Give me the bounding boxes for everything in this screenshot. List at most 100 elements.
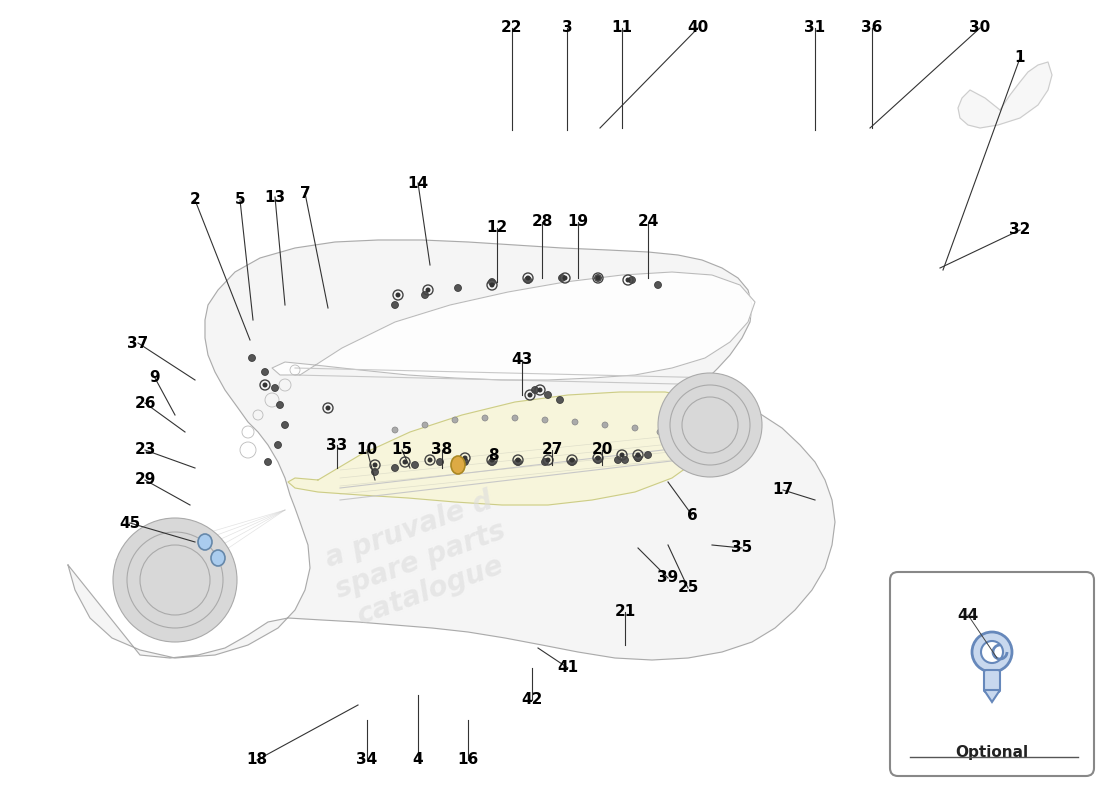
Circle shape — [544, 391, 551, 398]
Circle shape — [512, 415, 518, 421]
Circle shape — [615, 457, 622, 463]
Text: 34: 34 — [356, 753, 377, 767]
Polygon shape — [958, 62, 1052, 128]
Text: 20: 20 — [592, 442, 613, 458]
Text: 42: 42 — [521, 693, 542, 707]
Text: 30: 30 — [969, 21, 991, 35]
Text: 43: 43 — [512, 353, 532, 367]
Circle shape — [562, 275, 568, 281]
Text: 36: 36 — [861, 21, 882, 35]
FancyBboxPatch shape — [984, 670, 1000, 692]
Circle shape — [572, 419, 578, 425]
Text: 23: 23 — [134, 442, 156, 458]
Circle shape — [594, 274, 602, 282]
Circle shape — [421, 291, 429, 298]
Circle shape — [626, 278, 630, 282]
Circle shape — [602, 422, 608, 428]
Text: 37: 37 — [128, 335, 148, 350]
Text: 29: 29 — [134, 473, 156, 487]
Ellipse shape — [451, 456, 465, 474]
Text: 27: 27 — [541, 442, 563, 458]
Circle shape — [541, 458, 549, 466]
Text: 6: 6 — [686, 507, 697, 522]
Circle shape — [635, 454, 641, 462]
Circle shape — [264, 458, 272, 466]
FancyBboxPatch shape — [890, 572, 1094, 776]
Text: 11: 11 — [612, 21, 632, 35]
Text: 39: 39 — [658, 570, 679, 586]
Circle shape — [632, 425, 638, 431]
Circle shape — [538, 387, 542, 393]
Text: 22: 22 — [502, 21, 522, 35]
Circle shape — [392, 427, 398, 433]
Circle shape — [645, 451, 651, 458]
Circle shape — [282, 422, 288, 429]
Text: 18: 18 — [246, 753, 267, 767]
Circle shape — [275, 442, 282, 449]
Text: 13: 13 — [264, 190, 286, 205]
Text: 25: 25 — [678, 581, 698, 595]
Circle shape — [559, 274, 565, 282]
Text: a pruvale d
spare parts
catalogue: a pruvale d spare parts catalogue — [320, 486, 520, 634]
Circle shape — [403, 459, 407, 465]
Circle shape — [654, 282, 661, 289]
Circle shape — [570, 458, 574, 462]
Circle shape — [515, 458, 521, 466]
Text: 14: 14 — [407, 175, 429, 190]
Circle shape — [113, 518, 236, 642]
Ellipse shape — [211, 550, 226, 566]
Circle shape — [621, 457, 628, 463]
Circle shape — [276, 402, 284, 409]
Text: 32: 32 — [1010, 222, 1031, 238]
Circle shape — [619, 453, 625, 458]
Text: 38: 38 — [431, 442, 452, 458]
Text: 3: 3 — [562, 21, 572, 35]
Text: 35: 35 — [732, 541, 752, 555]
Circle shape — [594, 457, 602, 463]
Text: 17: 17 — [772, 482, 793, 498]
Circle shape — [490, 282, 495, 287]
Circle shape — [249, 354, 255, 362]
Circle shape — [262, 369, 268, 375]
Text: 33: 33 — [327, 438, 348, 453]
Text: 5: 5 — [234, 193, 245, 207]
Text: 19: 19 — [568, 214, 588, 230]
Text: 45: 45 — [120, 515, 141, 530]
Circle shape — [531, 386, 539, 394]
Circle shape — [557, 397, 563, 403]
Text: 44: 44 — [957, 607, 979, 622]
Ellipse shape — [198, 534, 212, 550]
Text: 31: 31 — [804, 21, 826, 35]
Circle shape — [411, 462, 418, 469]
Text: 9: 9 — [150, 370, 161, 386]
Polygon shape — [68, 240, 835, 660]
Circle shape — [462, 455, 468, 461]
Circle shape — [526, 275, 530, 281]
Circle shape — [437, 458, 443, 466]
Polygon shape — [984, 690, 1000, 702]
Text: 8: 8 — [487, 447, 498, 462]
Polygon shape — [272, 272, 755, 380]
Circle shape — [426, 287, 430, 293]
Circle shape — [326, 406, 330, 410]
Circle shape — [272, 385, 278, 391]
Text: 21: 21 — [615, 605, 636, 619]
Circle shape — [981, 641, 1003, 663]
Circle shape — [488, 458, 495, 466]
Circle shape — [462, 458, 469, 466]
Circle shape — [595, 455, 601, 461]
Text: 26: 26 — [134, 395, 156, 410]
Circle shape — [392, 302, 398, 309]
Text: 24: 24 — [637, 214, 659, 230]
Text: 2: 2 — [189, 193, 200, 207]
Circle shape — [392, 465, 398, 471]
Circle shape — [595, 275, 601, 281]
Circle shape — [658, 373, 762, 477]
Circle shape — [373, 462, 377, 467]
Circle shape — [396, 293, 400, 298]
Circle shape — [542, 417, 548, 423]
Circle shape — [372, 469, 378, 475]
Circle shape — [454, 285, 462, 291]
Circle shape — [263, 382, 267, 387]
Polygon shape — [288, 392, 720, 505]
